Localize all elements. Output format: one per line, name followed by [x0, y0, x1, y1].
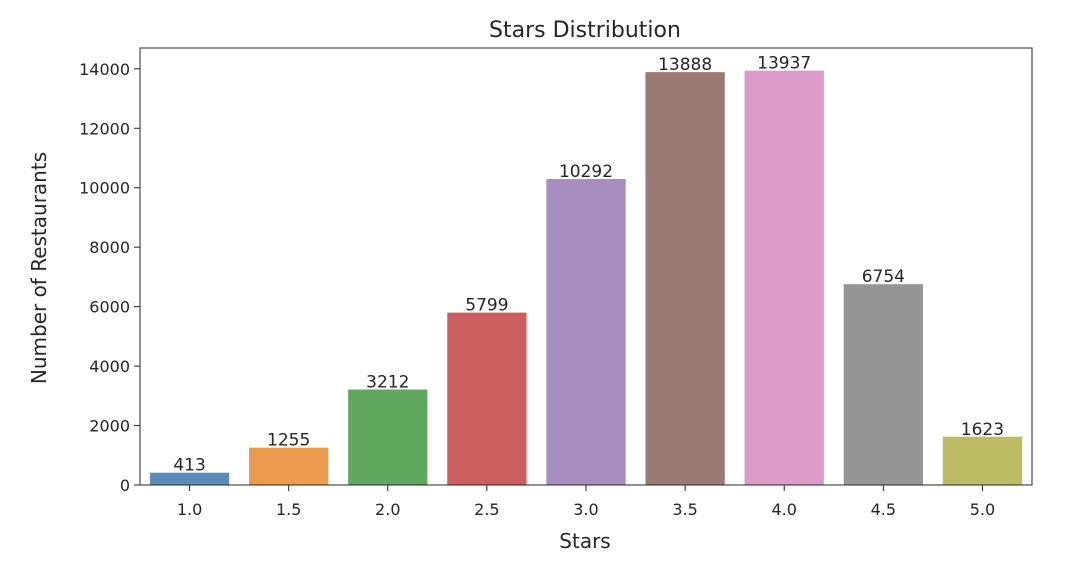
bar	[249, 447, 329, 485]
chart-title: Stars Distribution	[489, 18, 681, 43]
y-tick-label: 10000	[79, 179, 130, 198]
y-axis-label: Number of Restaurants	[27, 152, 51, 384]
x-axis-ticks: 1.0 1.5 2.0 2.5 3.0 3.5 4.0 4.5 5.0	[177, 485, 995, 519]
bar-value-label: 5799	[465, 296, 508, 316]
y-tick-label: 12000	[79, 119, 130, 138]
y-axis-ticks: 0 2000 4000 6000 8000 10000 12000 14000	[79, 60, 140, 495]
bar	[149, 472, 230, 485]
y-tick-label: 8000	[89, 238, 130, 257]
x-tick-label: 4.5	[871, 500, 896, 519]
y-tick-label: 14000	[79, 60, 130, 79]
x-tick-label: 5.0	[970, 500, 995, 519]
x-tick-label: 4.0	[771, 500, 796, 519]
bar-value-labels: 413 1255 3212 5799 10292 13888 13937 6754 1623	[173, 54, 1004, 476]
bar-value-label: 1255	[267, 431, 310, 451]
x-tick-label: 2.5	[474, 500, 499, 519]
y-tick-label: 2000	[89, 417, 130, 436]
x-axis-label: Stars	[559, 529, 610, 553]
bar-value-label: 6754	[862, 267, 905, 287]
bar	[348, 389, 428, 485]
bar	[942, 436, 1023, 485]
x-tick-label: 2.0	[375, 500, 400, 519]
bar-value-label: 13888	[658, 55, 712, 75]
bar	[744, 70, 824, 486]
bars	[149, 70, 1023, 486]
y-tick-label: 6000	[89, 298, 130, 317]
bar-value-label: 413	[173, 456, 205, 476]
bar-value-label: 1623	[961, 420, 1004, 440]
bar	[546, 179, 626, 486]
x-tick-label: 1.5	[276, 500, 301, 519]
bar-value-label: 3212	[366, 373, 409, 393]
bar	[645, 72, 725, 486]
x-tick-label: 1.0	[177, 500, 202, 519]
plot-frame	[139, 47, 1033, 486]
bar-value-label: 10292	[559, 162, 613, 182]
y-tick-label: 0	[120, 476, 130, 495]
x-tick-label: 3.5	[672, 500, 697, 519]
x-tick-label: 3.0	[573, 500, 598, 519]
bar-value-label: 13937	[757, 54, 811, 74]
bar	[843, 284, 923, 485]
y-tick-label: 4000	[89, 357, 130, 376]
bar	[447, 312, 527, 485]
